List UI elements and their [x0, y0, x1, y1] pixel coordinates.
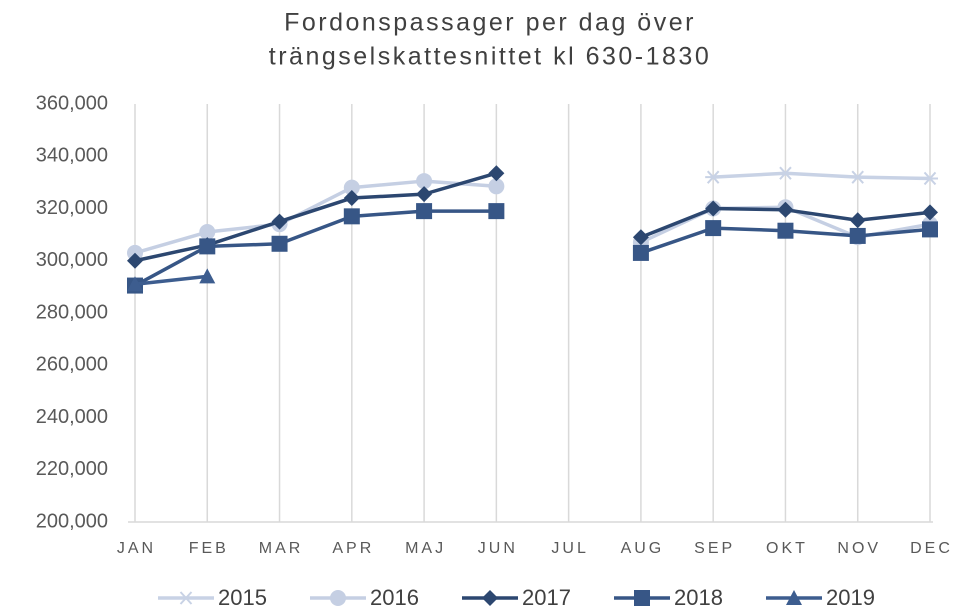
x-tick-label: JUN [478, 540, 518, 557]
legend-label: 2019 [826, 585, 875, 610]
y-tick-label: 280,000 [36, 301, 108, 323]
point [705, 200, 722, 217]
point [632, 229, 649, 246]
y-tick-label: 320,000 [36, 197, 108, 219]
point [705, 220, 722, 237]
x-tick-label: APR [332, 540, 374, 557]
point [849, 212, 866, 229]
y-tick-label: 360,000 [36, 92, 108, 114]
point [849, 170, 866, 184]
point [849, 227, 866, 244]
point [127, 252, 143, 269]
y-tick-label: 240,000 [36, 406, 108, 428]
point [199, 238, 216, 255]
y-tick-label: 300,000 [36, 249, 108, 271]
point [343, 190, 360, 207]
x-tick-label: AUG [621, 540, 665, 557]
y-tick-label: 340,000 [36, 145, 108, 167]
point [922, 221, 938, 238]
y-tick-label: 220,000 [36, 458, 108, 480]
x-tick-label: JAN [117, 540, 156, 557]
x-tick-label: SEP [694, 540, 735, 557]
legend-marker [634, 590, 650, 606]
legend-marker [178, 591, 194, 605]
point [343, 179, 360, 196]
y-tick-label: 200,000 [36, 510, 108, 532]
point [416, 173, 433, 190]
x-tick-label: FEB [189, 540, 229, 557]
y-tick-label: 260,000 [36, 354, 108, 376]
chart-title: Fordonspassager per dag över [284, 9, 696, 37]
x-tick-label: MAJ [405, 540, 446, 557]
series-line [134, 274, 208, 287]
point [488, 203, 505, 220]
legend-marker [786, 590, 802, 605]
x-tick-label: OKT [766, 540, 808, 557]
x-tick-label: NOV [837, 540, 881, 557]
legend-marker [330, 590, 346, 606]
point [488, 178, 505, 195]
x-tick-label: DEC [910, 540, 953, 557]
point [271, 213, 288, 230]
point [199, 268, 216, 284]
chart-title: trängselskattesnittet kl 630-1830 [269, 43, 711, 71]
point [271, 235, 288, 252]
legend-label: 2016 [370, 585, 419, 610]
point [343, 208, 360, 225]
series-line [134, 179, 931, 255]
point [777, 201, 794, 218]
legend-label: 2017 [522, 585, 571, 610]
legend-label: 2018 [674, 585, 723, 610]
point [922, 204, 938, 221]
point [922, 171, 938, 186]
point [705, 170, 722, 184]
series-line [134, 209, 931, 288]
series-line [713, 171, 931, 181]
point [416, 186, 433, 203]
point [777, 166, 794, 180]
x-tick-label: JUL [551, 540, 588, 557]
point [199, 224, 216, 241]
point [777, 222, 794, 239]
point [488, 165, 505, 182]
point [632, 244, 649, 261]
legend-label: 2015 [218, 585, 267, 610]
point [416, 203, 433, 220]
point [127, 276, 143, 292]
x-tick-label: MAR [259, 540, 304, 557]
legend-marker [482, 590, 498, 606]
